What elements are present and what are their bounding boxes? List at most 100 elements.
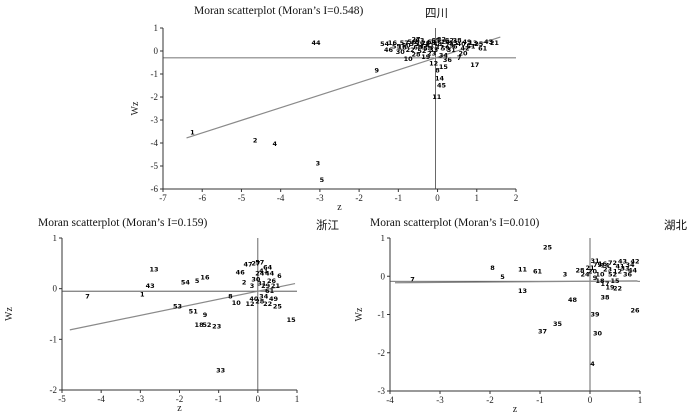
y-tick-label: -4 <box>151 138 159 148</box>
x-tick-label: 1 <box>475 193 480 203</box>
point-label: 15 <box>439 63 449 71</box>
point-label: 24 <box>255 269 265 277</box>
point-label: 29 <box>261 282 271 290</box>
regression-line <box>394 280 638 284</box>
point-label: 22 <box>613 284 622 292</box>
y-tick-label: -5 <box>151 161 159 171</box>
point-label: 57 <box>255 258 264 266</box>
chart-header: Moran scatterplot (Moran’s I=0.010) 湖北 <box>352 214 697 235</box>
point-label: 72 <box>608 259 617 267</box>
x-tick-label: -6 <box>198 193 206 203</box>
regression-line <box>69 282 296 331</box>
point-label: 10 <box>232 299 242 307</box>
point-label: 6 <box>453 42 458 50</box>
y-tick-label: 1 <box>53 235 58 243</box>
x-tick-label: -7 <box>159 193 167 203</box>
point-label: 9 <box>203 311 208 319</box>
point-label: 33 <box>620 265 629 273</box>
chart-moran-hubei: Moran scatterplot (Moran’s I=0.010) 湖北 -… <box>352 214 697 419</box>
point-label: 35 <box>553 320 563 328</box>
point-label: 1 <box>190 129 195 137</box>
y-tick-label: -1 <box>151 69 159 79</box>
point-label: 52 <box>417 47 426 55</box>
point-label: 8 <box>435 67 440 75</box>
point-label: 11 <box>518 265 528 273</box>
point-label: 44 <box>311 39 321 47</box>
point-label: 23 <box>212 323 221 331</box>
point-label: 9 <box>593 274 598 282</box>
x-tick-label: 0 <box>256 394 261 404</box>
point-label: 30 <box>396 48 406 56</box>
point-label: 62 <box>445 37 454 45</box>
point-label: 12 <box>429 60 438 68</box>
y-axis-title: Wz <box>354 307 365 321</box>
point-label: 51 <box>466 42 476 50</box>
point-label: 13 <box>150 265 159 273</box>
chart-title: Moran scatterplot (Moran’s I=0.010) <box>370 217 540 229</box>
point-label: 21 <box>271 282 281 290</box>
chart-title: Moran scatterplot (Moran’s I=0.548) <box>194 5 364 17</box>
point-label: 41 <box>425 41 435 49</box>
point-label: 24 <box>580 270 590 278</box>
point-label: 31 <box>590 257 600 265</box>
x-tick-label: 0 <box>588 395 593 405</box>
y-tick-label: -2 <box>378 348 386 358</box>
point-label: 31 <box>447 46 457 54</box>
point-label: 36 <box>623 270 633 278</box>
point-label: 51 <box>189 307 199 315</box>
point-label: 14 <box>600 262 610 270</box>
point-label: 57 <box>400 39 409 47</box>
point-label: 55 <box>392 42 402 50</box>
chart-region-label: 四川 <box>425 8 448 20</box>
point-label: 22 <box>406 46 415 54</box>
point-label: 56 <box>408 38 418 46</box>
point-label: 25 <box>543 244 553 252</box>
x-tick-label: -3 <box>137 394 145 404</box>
x-tick-label: -4 <box>277 193 285 203</box>
point-label: 47 <box>419 42 428 50</box>
point-label: 65 <box>431 37 441 45</box>
point-label: 12 <box>613 268 622 276</box>
point-label: 46 <box>384 46 394 54</box>
point-label: 17 <box>600 280 609 288</box>
x-tick-label: 2 <box>514 193 519 203</box>
point-label: 10 <box>404 55 414 63</box>
point-label: 5 <box>195 277 200 285</box>
y-axis-title: Wz <box>4 307 15 321</box>
point-label: 47 <box>244 260 253 268</box>
y-tick-label: -2 <box>50 385 58 395</box>
regression-line <box>186 36 501 139</box>
x-axis-title: z <box>177 403 182 414</box>
y-tick-label: -3 <box>151 115 159 125</box>
point-label: 23 <box>427 49 436 57</box>
point-label: 40 <box>249 295 259 303</box>
point-label: 43 <box>484 38 493 46</box>
point-label: 8 <box>228 292 233 300</box>
point-label: 6 <box>277 272 282 280</box>
point-label: 35 <box>409 40 419 48</box>
point-label: 40 <box>457 40 467 48</box>
point-label: 5 <box>500 273 505 281</box>
point-label: 18 <box>195 321 205 329</box>
point-label: 53 <box>449 39 458 47</box>
chart-region-label: 浙江 <box>316 220 339 232</box>
point-label: 32 <box>437 36 446 44</box>
point-label: 16 <box>200 274 210 282</box>
x-tick-label: -5 <box>58 394 66 404</box>
y-tick-label: 0 <box>381 271 386 281</box>
point-label: 27 <box>251 259 260 267</box>
y-tick-label: -1 <box>50 334 58 344</box>
point-label: 20 <box>459 49 469 57</box>
x-tick-label: -3 <box>316 193 324 203</box>
scatter-plot-sichuan: -7 -6 -5 -4 -3 -2 -1 0 1 210-1-2-3-4-5-612 4354495… <box>130 23 519 213</box>
point-label: 21 <box>585 264 595 272</box>
point-label: 11 <box>432 93 442 101</box>
point-label: 34 <box>439 52 449 60</box>
point-label: 17 <box>470 61 479 69</box>
point-label: 20 <box>588 268 598 276</box>
point-label: 29 <box>445 41 455 49</box>
point-label: 13 <box>518 287 527 295</box>
point-label: 24 <box>441 38 451 46</box>
point-label: 37 <box>435 44 444 52</box>
